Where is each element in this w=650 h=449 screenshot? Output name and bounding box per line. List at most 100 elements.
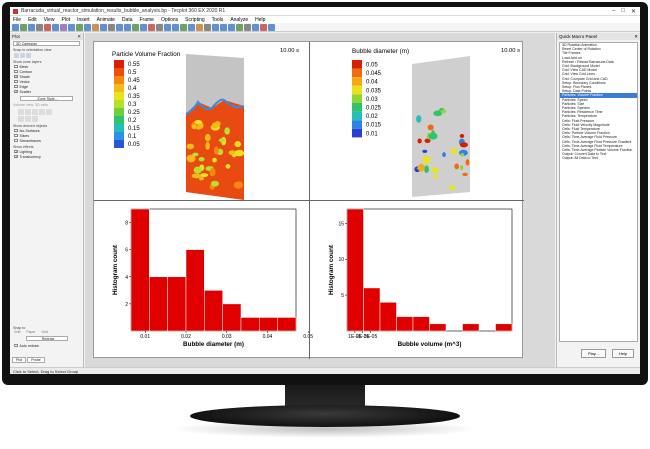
macro-item[interactable]: Load Add-on — [562, 55, 582, 60]
redraw-button[interactable]: Redraw — [26, 336, 68, 341]
toolbar-tool-7-icon[interactable] — [60, 23, 67, 31]
toolbar-tool-11-icon[interactable] — [92, 23, 99, 31]
toolbar-tool-2-icon[interactable] — [20, 23, 27, 31]
menu-item-frame[interactable]: Frame — [139, 16, 154, 23]
frame-bubble-diameter[interactable]: Bubble diameter (m) 10.00 s 0.050.0450.0… — [352, 48, 520, 197]
layer-scatter-checkbox[interactable]: ✓ Scatter — [10, 89, 83, 94]
histogram-bubble-diameter[interactable]: 2 4 6 8 0.01 0.02 0.03 0.04 0.05 Bubble diameter … — [112, 208, 313, 348]
histogram-bar[interactable] — [204, 290, 223, 332]
menu-item-insert[interactable]: Insert — [77, 16, 90, 23]
snap-option-1[interactable]: Grid — [14, 330, 21, 334]
macro-item[interactable]: 3D Rotation Animation — [562, 43, 597, 47]
toolbar-tool-19-icon[interactable] — [156, 23, 163, 31]
close-icon[interactable]: ✕ — [630, 8, 636, 15]
toolbar-tool-26-icon[interactable] — [212, 23, 219, 31]
toolbar-tool-31-icon[interactable] — [252, 23, 259, 31]
tab-plot[interactable]: Plot — [12, 357, 27, 363]
volume-button-1[interactable] — [18, 109, 24, 115]
macro-item[interactable]: Cells: Fluid Pressure — [562, 118, 595, 123]
histogram-bar[interactable] — [185, 249, 205, 332]
quick-macro-close-icon[interactable]: ✕ — [634, 33, 638, 39]
maximize-icon[interactable]: □ — [621, 7, 625, 14]
volume-button-2[interactable] — [25, 109, 31, 115]
layer-vector-checkbox[interactable]: Vector — [10, 79, 83, 84]
toolbar-tool-15-icon[interactable] — [124, 23, 131, 31]
toolbar-tool-8-icon[interactable] — [68, 23, 75, 31]
toolbar-tool-30-icon[interactable] — [244, 23, 251, 31]
macro-item[interactable]: Cells: Time-Average Fluid Pressure — [562, 135, 617, 140]
derived-check-box[interactable] — [14, 133, 18, 138]
toolbar-tool-33-icon[interactable] — [268, 23, 275, 31]
toolbar-tool-4-icon[interactable] — [36, 23, 43, 31]
toolbar-tool-6-icon[interactable] — [52, 23, 59, 31]
histogram-bar[interactable] — [346, 208, 364, 332]
macro-item[interactable]: Grid: Background Model — [562, 64, 600, 69]
macro-item[interactable]: Particles: Temperature — [562, 114, 597, 119]
histogram-bar[interactable] — [379, 302, 397, 332]
toolbar-tool-25-icon[interactable] — [204, 23, 211, 31]
derived-check-box[interactable] — [14, 138, 18, 143]
toolbar-tool-10-icon[interactable] — [84, 23, 91, 31]
histogram-bar[interactable] — [167, 276, 187, 332]
toolbar-tool-14-icon[interactable] — [116, 23, 123, 31]
toolbar-tool-3-icon[interactable] — [28, 23, 35, 31]
macro-item[interactable]: Grid: View CAD Model — [562, 68, 597, 73]
menu-item-data[interactable]: Data — [121, 16, 133, 23]
macro-item[interactable]: Refresh / Reload Barracuda Data — [562, 59, 614, 64]
menu-item-tools[interactable]: Tools — [211, 16, 224, 23]
tab-probe[interactable]: Probe — [27, 357, 45, 363]
toolbar-tool-27-icon[interactable] — [220, 23, 227, 31]
minimize-icon[interactable]: – — [612, 7, 616, 14]
effect-check-box[interactable]: ✓ — [14, 154, 18, 159]
derived-slices-checkbox[interactable]: Slices — [10, 133, 83, 138]
macro-item[interactable]: Particles: Volume Fraction — [560, 93, 637, 98]
histogram-bar[interactable] — [240, 317, 260, 332]
layer-check-box[interactable] — [14, 79, 18, 84]
derived-iso-surfaces-checkbox[interactable]: Iso-Surfaces — [10, 128, 83, 133]
toolbar-tool-16-icon[interactable] — [132, 23, 139, 31]
volume-button-7[interactable] — [25, 116, 31, 122]
layer-mesh-checkbox[interactable]: Mesh — [10, 64, 83, 69]
macro-item[interactable]: Cells: Fluid Temperature — [562, 127, 600, 132]
frames-canvas[interactable]: Particle Volume Fraction 10.00 s 0.550.5… — [94, 42, 524, 359]
histogram-bar[interactable] — [412, 316, 430, 332]
effect-lighting-checkbox[interactable]: ✓ Lighting — [10, 149, 83, 154]
menu-item-edit[interactable]: Edit — [28, 16, 37, 23]
macro-item[interactable]: Reset Center of Rotation — [562, 47, 601, 52]
histogram-bar[interactable] — [259, 317, 278, 332]
toolbar-tool-29-icon[interactable] — [236, 23, 243, 31]
macro-item[interactable]: Setup: Boundary Conditions — [562, 80, 606, 85]
toolbar-tool-13-icon[interactable] — [108, 23, 115, 31]
toolbar-tool-20-icon[interactable] — [164, 23, 171, 31]
help-button[interactable]: Help — [611, 349, 635, 358]
macro-item[interactable]: Grid: View Grid Lines — [562, 72, 596, 77]
macro-item[interactable]: Cells: Time-Average Particle Volume Frac… — [562, 148, 633, 153]
histogram-bar[interactable] — [149, 276, 168, 332]
macro-item[interactable]: Output: Convert Data to Text — [562, 152, 607, 157]
menu-item-plot[interactable]: Plot — [61, 16, 71, 23]
histogram-bar[interactable] — [363, 287, 381, 332]
histogram-bar[interactable] — [462, 323, 480, 332]
layer-edge-checkbox[interactable]: Edge — [10, 84, 83, 89]
menu-item-file[interactable]: File — [13, 16, 22, 23]
layer-check-box[interactable]: ✓ — [14, 89, 18, 94]
macro-item[interactable]: Particles: Species — [562, 106, 590, 111]
plot-type-select[interactable]: 3D Cartesian — [13, 41, 80, 46]
toolbar-tool-12-icon[interactable] — [100, 23, 107, 31]
histogram-bar[interactable] — [495, 323, 513, 332]
histogram-bar[interactable] — [396, 316, 414, 332]
histogram-bar[interactable] — [222, 303, 242, 332]
layer-check-box[interactable] — [14, 84, 18, 89]
macro-item[interactable]: Cells: Time-Average Fluid Pressure Gradi… — [562, 139, 632, 144]
macro-item[interactable]: Cells: Particle Volume Fraction — [562, 131, 610, 136]
volume-button-8[interactable] — [32, 116, 38, 122]
histogram-bar[interactable] — [130, 208, 150, 332]
view-x-icon[interactable] — [14, 53, 19, 58]
toolbar-tool-22-icon[interactable] — [180, 23, 187, 31]
toolbar-tool-32-icon[interactable] — [260, 23, 267, 31]
toolbar-tool-18-icon[interactable] — [148, 23, 155, 31]
macro-item[interactable]: Particles: Size — [562, 101, 585, 106]
macro-item[interactable]: Particles: Residence Time — [562, 110, 603, 115]
volume-button-4[interactable] — [39, 109, 45, 115]
